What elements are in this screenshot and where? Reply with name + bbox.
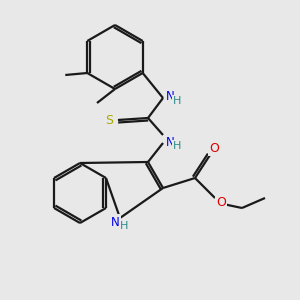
Text: O: O	[209, 142, 219, 154]
Text: H: H	[173, 141, 181, 151]
Text: H: H	[120, 221, 128, 231]
Text: N: N	[111, 215, 119, 229]
Text: N: N	[166, 136, 175, 148]
Text: O: O	[216, 196, 226, 209]
Text: H: H	[173, 96, 181, 106]
Text: N: N	[166, 91, 175, 103]
Text: S: S	[105, 113, 113, 127]
